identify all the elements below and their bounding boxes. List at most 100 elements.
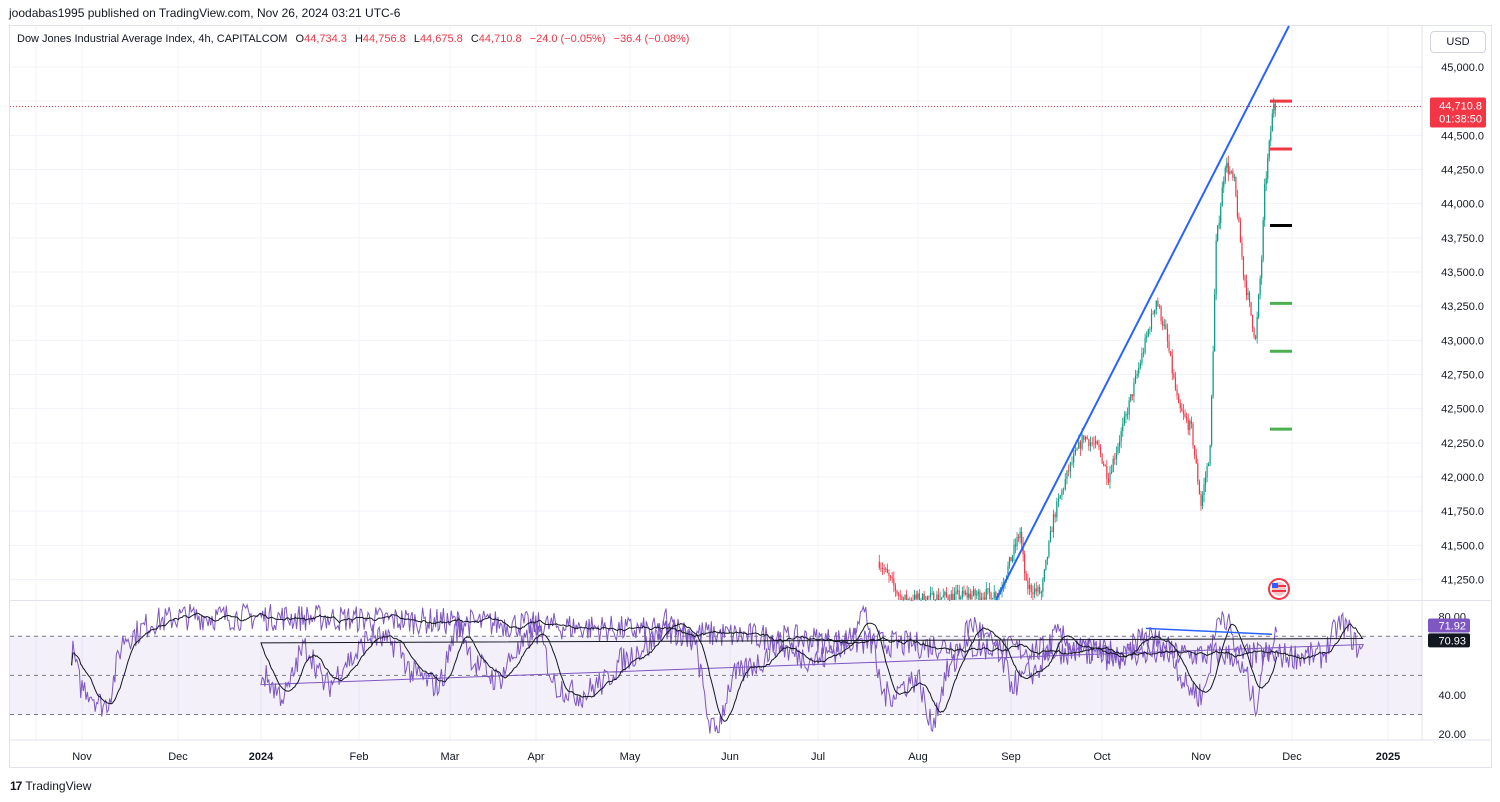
time-tick-label: Feb xyxy=(350,751,369,763)
candle-body xyxy=(949,600,951,601)
candle-body xyxy=(1131,394,1133,397)
candle-body xyxy=(1046,556,1048,560)
candle-body xyxy=(942,595,944,598)
candle-body xyxy=(901,596,903,600)
price-tick-label: 42,750.0 xyxy=(1441,370,1484,382)
price-tick-label: 43,750.0 xyxy=(1441,233,1484,245)
candle-body xyxy=(1118,441,1121,447)
candle-body xyxy=(934,600,936,601)
candle-body xyxy=(964,592,967,595)
candles xyxy=(878,97,1276,601)
candle-body xyxy=(917,593,919,599)
candle-body xyxy=(1232,171,1234,178)
candle-body xyxy=(1184,413,1186,417)
footer-brand: 17 TradingView xyxy=(10,779,91,793)
candle-body xyxy=(1112,458,1114,473)
candle-body xyxy=(1089,442,1092,447)
candle-body xyxy=(1013,544,1015,556)
price-tick-label: 43,500.0 xyxy=(1441,267,1484,279)
candle-body xyxy=(1138,367,1140,374)
candle-body xyxy=(1066,470,1068,480)
candle-body xyxy=(1155,300,1157,310)
candle-body xyxy=(1144,337,1146,353)
candle-body xyxy=(1049,531,1052,542)
candle-body xyxy=(1010,557,1012,562)
candle-body xyxy=(1233,177,1235,179)
candle-body xyxy=(987,588,989,590)
price-tick-label: 44,000.0 xyxy=(1441,199,1484,211)
candle-body xyxy=(1201,495,1204,506)
change-value-2: −36.4 (−0.08%) xyxy=(613,33,690,45)
price-tick-label: 45,000.0 xyxy=(1441,62,1484,74)
time-axis: Nov Dec 2024 Feb Mar Apr May Jun Jul Aug Sep Oct Nov… xyxy=(72,751,1400,763)
axis-tags: 44,710.801:38:50 71.92 70.93 xyxy=(1268,97,1486,648)
candle-body xyxy=(1062,489,1065,491)
candle-body xyxy=(1088,439,1090,447)
time-tick-label: Dec xyxy=(1282,751,1302,763)
candle-body xyxy=(1032,592,1034,595)
candle-body xyxy=(1110,472,1113,473)
candle-body xyxy=(1122,423,1124,432)
time-tick-label: 2024 xyxy=(249,751,274,763)
candle-body xyxy=(1264,184,1266,220)
candle-body xyxy=(1259,278,1261,295)
candle-body xyxy=(1203,484,1205,496)
price-tick-label: 41,750.0 xyxy=(1441,506,1484,518)
candle-body xyxy=(1035,588,1037,592)
candle-body xyxy=(1024,554,1026,574)
candle-body xyxy=(1037,587,1039,592)
candle-body xyxy=(1265,178,1267,185)
candle-body xyxy=(914,594,916,600)
candle-body xyxy=(1204,477,1207,485)
candle-body xyxy=(1014,544,1017,547)
candle-body xyxy=(1248,292,1251,302)
candle-body xyxy=(1236,195,1238,217)
candle-body xyxy=(1051,531,1053,533)
currency-selector[interactable]: USD xyxy=(1430,31,1486,53)
candle-body xyxy=(1235,177,1237,196)
candle-body xyxy=(1027,580,1029,590)
high-value: 44,756.8 xyxy=(362,33,406,45)
candle-body xyxy=(1028,584,1031,590)
candle-body xyxy=(1017,537,1020,539)
candle-body xyxy=(958,590,960,600)
candle-body xyxy=(886,568,888,573)
price-tick-label: 41,250.0 xyxy=(1441,575,1484,587)
candle-body xyxy=(974,589,976,596)
rsi-tick-label: 20.00 xyxy=(1438,729,1466,741)
candle-body xyxy=(982,597,984,599)
change-value: −24.0 (−0.05%) xyxy=(529,33,606,45)
rsi-ma-line xyxy=(71,612,1364,722)
candle-body xyxy=(1074,449,1076,455)
candle-body xyxy=(912,600,914,601)
footer-brand-name: TradingView xyxy=(25,779,92,793)
candle-body xyxy=(1056,501,1058,518)
candle-body xyxy=(1206,466,1208,478)
candle-body xyxy=(1262,219,1264,260)
candle-body xyxy=(979,591,981,600)
candle-body xyxy=(1273,103,1275,114)
candle-body xyxy=(1220,206,1222,224)
candle-body xyxy=(988,588,991,593)
candle-body xyxy=(1048,541,1050,557)
candle-body xyxy=(957,590,959,592)
trendline-layer xyxy=(995,25,1290,601)
publisher-line: joodabas1995 published on TradingView.co… xyxy=(9,6,401,20)
candle-body xyxy=(1150,313,1153,330)
candle-body xyxy=(906,594,908,600)
trendline xyxy=(995,25,1290,601)
candle-body xyxy=(1128,400,1130,415)
candle-body xyxy=(1241,242,1243,257)
candle-body xyxy=(936,594,938,600)
candle-body xyxy=(1239,221,1242,243)
time-tick-label: Jun xyxy=(721,751,739,763)
candle-body xyxy=(1200,494,1202,506)
candle-body xyxy=(1158,306,1161,308)
candle-body xyxy=(980,598,983,600)
candle-body xyxy=(1154,309,1156,314)
candle-body xyxy=(1109,472,1111,483)
candle-body xyxy=(880,567,882,569)
candle-body xyxy=(883,569,885,571)
time-tick-label: Nov xyxy=(1191,751,1211,763)
